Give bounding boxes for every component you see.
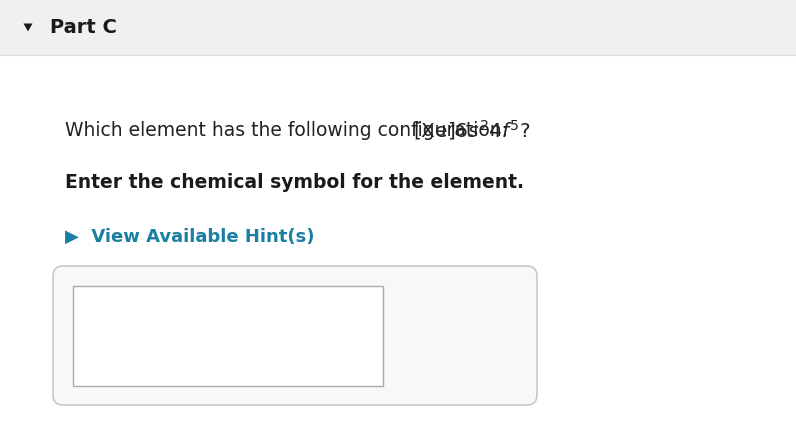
Bar <box>0 55 796 426</box>
Text: Which element has the following configuration:: Which element has the following configur… <box>65 121 514 139</box>
Bar <box>73 286 383 386</box>
Bar <box>0 0 796 55</box>
Text: $[\mathrm{Xe}]6s^{2}4f^{5}$?: $[\mathrm{Xe}]6s^{2}4f^{5}$? <box>413 118 531 142</box>
Text: Enter the chemical symbol for the element.: Enter the chemical symbol for the elemen… <box>65 173 524 193</box>
Text: Part C: Part C <box>50 18 117 37</box>
Polygon shape <box>24 23 33 32</box>
Text: ▶  View Available Hint(s): ▶ View Available Hint(s) <box>65 228 314 246</box>
FancyBboxPatch shape <box>53 266 537 405</box>
